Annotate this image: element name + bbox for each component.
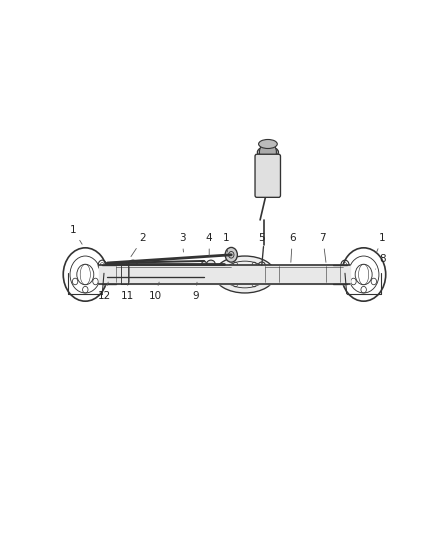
Text: 12: 12 — [97, 282, 111, 301]
Ellipse shape — [207, 260, 215, 268]
Circle shape — [259, 142, 276, 163]
FancyBboxPatch shape — [255, 154, 280, 197]
Text: 11: 11 — [121, 284, 134, 301]
Ellipse shape — [129, 260, 137, 268]
Text: 10: 10 — [148, 282, 162, 301]
Text: 4: 4 — [206, 233, 212, 256]
Text: 1: 1 — [223, 233, 230, 252]
Ellipse shape — [214, 256, 276, 293]
Ellipse shape — [258, 147, 279, 158]
Text: 6: 6 — [289, 233, 296, 262]
Text: 1: 1 — [377, 233, 385, 252]
Text: 3: 3 — [179, 233, 185, 252]
Text: 5: 5 — [258, 233, 265, 251]
Text: 7: 7 — [320, 233, 326, 262]
Ellipse shape — [258, 140, 277, 149]
Text: 8: 8 — [375, 254, 385, 269]
Text: 9: 9 — [192, 282, 199, 301]
Text: 1: 1 — [70, 225, 82, 244]
Text: 2: 2 — [131, 233, 146, 256]
Ellipse shape — [201, 261, 208, 277]
Circle shape — [225, 247, 237, 262]
